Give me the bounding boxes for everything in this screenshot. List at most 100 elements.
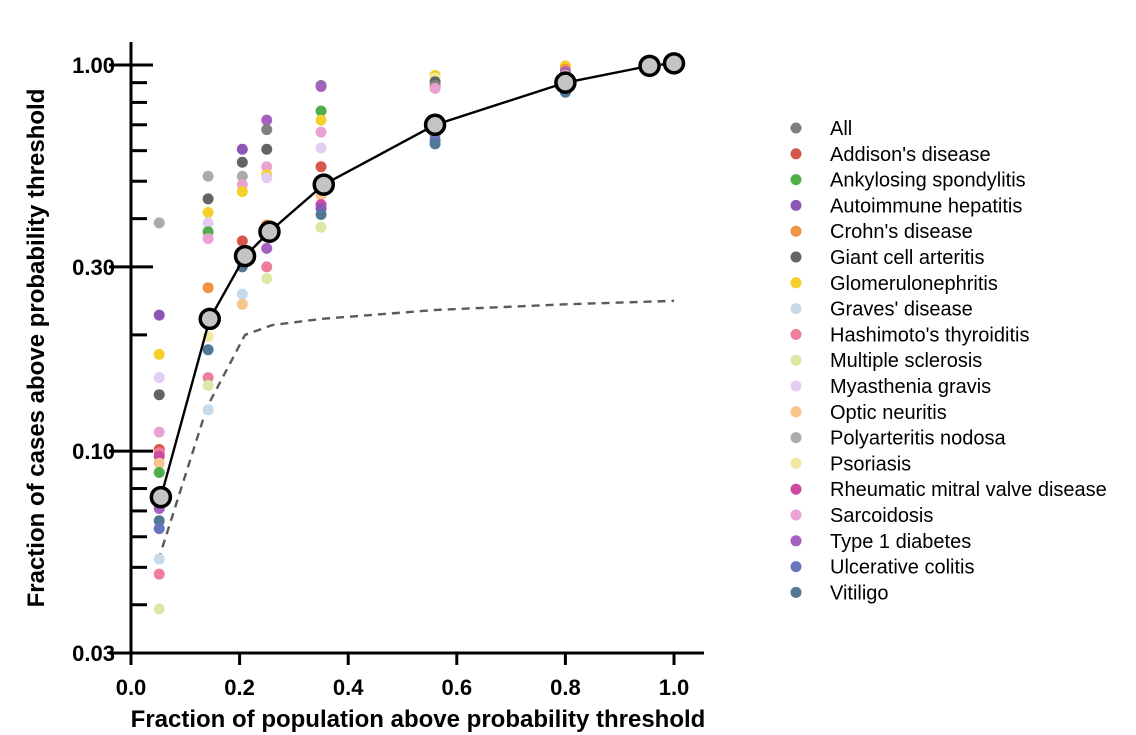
legend-label: Sarcoidosis: [830, 505, 933, 527]
legend-marker: [790, 406, 802, 418]
point-multiple-sclerosis: [315, 221, 327, 233]
x-tick-label: 0.0: [116, 675, 147, 700]
point-polyarteritis-nodosa: [202, 170, 214, 182]
legend-marker: [790, 561, 802, 573]
legend-marker: [790, 303, 802, 315]
point-vitiligo: [429, 138, 441, 150]
point-sarcoidosis: [202, 233, 214, 245]
main-curve-marker: [638, 54, 661, 78]
legend-label: All: [830, 118, 852, 140]
legend-marker: [790, 509, 802, 521]
main-curve-marker: [149, 485, 173, 509]
reference-dashed-line: [157, 299, 675, 562]
point-autoimmune-hepatitis: [153, 309, 165, 321]
legend-marker: [790, 225, 802, 237]
point-myasthenia-gravis: [202, 217, 214, 229]
main-curve-marker: [312, 173, 336, 196]
x-tick-label: 0.6: [442, 675, 473, 700]
legend-label: Multiple sclerosis: [830, 350, 982, 372]
y-axis-title: Fraction of cases above probability thre…: [23, 89, 50, 608]
y-tick-label: 1.00: [72, 53, 115, 78]
legend-label: Autoimmune hepatitis: [830, 195, 1022, 217]
main-curve-marker: [662, 52, 686, 75]
y-tick-label: 0.10: [72, 439, 115, 464]
y-tick-label: 0.30: [72, 255, 115, 280]
point-optic-neuritis: [236, 298, 248, 310]
point-type-1-diabetes: [315, 80, 327, 92]
point-ulcerative-colitis: [153, 523, 165, 535]
scatter-points-layer: [153, 60, 656, 615]
x-tick-label: 0.8: [550, 675, 581, 700]
legend-label: Myasthenia gravis: [830, 376, 991, 398]
point-vitiligo: [315, 209, 327, 221]
point-type-1-diabetes: [261, 242, 273, 254]
legend-marker: [790, 174, 802, 186]
legend-marker: [790, 483, 802, 495]
point-glomerulonephritis: [236, 186, 248, 198]
legend-label: Glomerulonephritis: [830, 273, 998, 295]
legend-marker: [790, 535, 802, 547]
point-giant-cell-arteritis: [153, 389, 165, 401]
legend-label: Addison's disease: [830, 144, 991, 166]
point-glomerulonephritis: [315, 114, 327, 126]
point-multiple-sclerosis: [261, 272, 273, 284]
main-curve-marker: [198, 307, 221, 331]
point-ankylosing-spondylitis: [315, 105, 327, 117]
point-polyarteritis-nodosa: [236, 170, 248, 182]
legend-label: Optic neuritis: [830, 402, 947, 424]
point-addison-s-disease: [236, 235, 248, 247]
main-curve-marker: [554, 71, 577, 94]
legend: All Addison's disease Ankylosing spondylit…: [790, 118, 1107, 604]
point-optic-neuritis: [153, 457, 165, 469]
point-glomerulonephritis: [153, 348, 165, 360]
reference-curve-layer: [157, 299, 675, 562]
legend-label: Type 1 diabetes: [830, 531, 971, 553]
point-all: [261, 124, 273, 136]
tick-labels-layer: 1.00 0.30 0.10 0.030.0 0.2 0.4 0.6 0.8 1.0: [72, 53, 689, 700]
point-polyarteritis-nodosa: [153, 217, 165, 229]
legend-label: Giant cell arteritis: [830, 247, 985, 269]
main-curve-line: [159, 62, 675, 498]
point-sarcoidosis: [261, 161, 273, 173]
main-curve-marker: [258, 220, 281, 243]
point-myasthenia-gravis: [261, 172, 273, 184]
point-multiple-sclerosis: [202, 379, 214, 391]
legend-label: Polyarteritis nodosa: [830, 428, 1007, 450]
legend-marker: [790, 432, 802, 444]
main-curve-marker: [423, 113, 447, 137]
legend-marker: [790, 148, 802, 160]
legend-marker: [790, 586, 802, 598]
point-ankylosing-spondylitis: [153, 467, 165, 479]
point-type-1-diabetes: [261, 114, 273, 126]
point-vitiligo: [153, 515, 165, 527]
point-sarcoidosis: [315, 126, 327, 138]
legend-label: Rheumatic mitral valve disease: [830, 479, 1107, 501]
legend-marker: [790, 380, 802, 392]
ticks-layer: [109, 63, 676, 665]
legend-marker: [790, 251, 802, 263]
main-curve-marker: [233, 244, 257, 268]
legend-label: Ulcerative colitis: [830, 557, 974, 579]
point-addison-s-disease: [315, 161, 327, 173]
point-autoimmune-hepatitis: [236, 143, 248, 155]
point-sarcoidosis: [153, 426, 165, 438]
legend-marker: [790, 354, 802, 366]
point-sarcoidosis: [429, 82, 441, 94]
point-graves-disease: [153, 553, 165, 565]
point-vitiligo: [202, 344, 214, 356]
legend-label: Hashimoto's thyroiditis: [830, 324, 1029, 346]
point-giant-cell-arteritis: [202, 193, 214, 205]
legend-marker: [790, 328, 802, 340]
y-tick-label: 0.03: [72, 641, 115, 666]
legend-marker: [790, 199, 802, 211]
x-tick-label: 1.0: [659, 675, 690, 700]
point-hashimoto-s-thyroiditis: [202, 372, 214, 384]
legend-marker: [790, 457, 802, 469]
point-hashimoto-s-thyroiditis: [153, 568, 165, 580]
legend-label: Ankylosing spondylitis: [830, 170, 1026, 192]
x-axis-title: Fraction of population above probability…: [131, 706, 706, 733]
x-tick-label: 0.2: [224, 675, 255, 700]
point-myasthenia-gravis: [153, 372, 165, 384]
legend-label: Crohn's disease: [830, 221, 973, 243]
